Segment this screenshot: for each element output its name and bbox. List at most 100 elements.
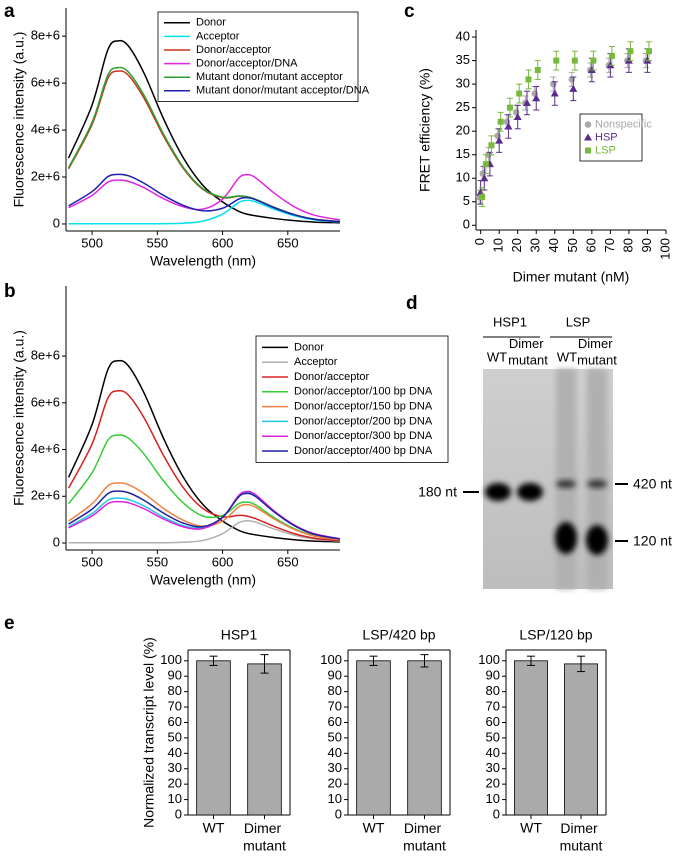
bar xyxy=(356,660,391,816)
gel-band xyxy=(485,483,511,501)
marker xyxy=(553,57,560,64)
marker xyxy=(569,84,578,92)
y-tick-label: 0 xyxy=(53,534,60,549)
bar xyxy=(514,660,548,816)
x-axis-label: Dimer mutant (nM) xyxy=(513,269,630,285)
legend-label: HSP xyxy=(595,131,618,143)
chart-title: LSP/120 bp xyxy=(519,627,592,643)
x-tick-label: 50 xyxy=(565,238,580,252)
bar xyxy=(247,663,282,816)
legend-marker xyxy=(584,133,592,141)
x-tick-label: 650 xyxy=(277,554,299,569)
legend-label: Donor/acceptor/DNA xyxy=(196,58,298,70)
x-tick-label: 550 xyxy=(146,554,168,569)
marker xyxy=(497,118,504,125)
marker xyxy=(479,194,486,201)
chart-title: LSP/420 bp xyxy=(362,627,435,643)
y-tick-label: 5 xyxy=(463,193,470,208)
gel-group: LSP xyxy=(566,314,591,329)
size-marker: 120 nt xyxy=(633,533,672,549)
y-tick-label: 4e+6 xyxy=(31,122,60,137)
y-axis-label: Fluorescence intensity (a.u.) xyxy=(11,330,27,506)
marker xyxy=(504,122,513,130)
gel-group: HSP1 xyxy=(493,314,527,329)
legend-label: Donor/acceptor/100 bp DNA xyxy=(294,386,433,398)
x-axis-label: Wavelength (nm) xyxy=(150,253,256,269)
marker xyxy=(506,104,513,111)
x-tick-label: 0 xyxy=(472,238,487,245)
y-tick-label: 90 xyxy=(486,668,500,683)
series-line xyxy=(68,482,341,541)
y-tick-label: 8e+6 xyxy=(31,348,60,363)
series-line xyxy=(68,173,341,221)
y-tick-label: 0 xyxy=(463,217,470,232)
y-tick-label: 70 xyxy=(328,698,342,713)
legend-label: Donor xyxy=(294,341,324,353)
y-tick-label: 10 xyxy=(456,170,470,185)
y-tick-label: 0 xyxy=(175,806,182,821)
x-tick-label: 80 xyxy=(620,238,635,252)
marker xyxy=(550,89,559,97)
y-tick-label: 60 xyxy=(328,714,342,729)
chart-title: HSP1 xyxy=(221,627,258,643)
marker xyxy=(590,57,597,64)
x-tick-label: 600 xyxy=(212,235,234,250)
chart: a 0 2e+6 4e+6 6e+6 8e+6 500 550 600 650 Wavelength… xyxy=(4,1,370,269)
series-line xyxy=(67,39,341,224)
y-tick-label: 80 xyxy=(168,683,182,698)
y-tick-label: 35 xyxy=(456,52,470,67)
y-tick-label: 2e+6 xyxy=(31,168,60,183)
legend-label: Donor/acceptor/200 bp DNA xyxy=(294,415,433,427)
legend-label: Donor/acceptor/400 bp DNA xyxy=(294,445,433,457)
panel-letter: d xyxy=(406,293,418,314)
gel-band xyxy=(555,522,577,554)
x-tick-label: 100 xyxy=(657,238,672,260)
lane-label: Dimer mutant xyxy=(508,336,548,367)
y-tick-label: 100 xyxy=(160,652,182,667)
marker xyxy=(645,48,652,55)
legend-label: Mutant donor/mutant acceptor xyxy=(196,71,343,83)
series-line xyxy=(68,490,341,540)
panel-letter: a xyxy=(4,1,15,22)
x-tick-label: Dimer mutant xyxy=(243,820,286,854)
legend-label: Acceptor xyxy=(196,30,240,42)
x-tick-label: 70 xyxy=(602,238,617,252)
bar xyxy=(196,660,231,816)
x-tick-label: WT xyxy=(203,820,225,836)
y-tick-label: 20 xyxy=(168,776,182,791)
marker xyxy=(608,52,615,59)
gel-band xyxy=(587,480,607,488)
x-tick-label: 30 xyxy=(528,238,543,252)
y-tick-label: 50 xyxy=(486,729,500,744)
panel-letter: b xyxy=(4,281,16,302)
y-tick-label: 20 xyxy=(328,776,342,791)
y-tick-label: 80 xyxy=(486,683,500,698)
y-tick-label: 100 xyxy=(478,652,500,667)
x-tick-label: 90 xyxy=(639,238,654,252)
y-tick-label: 20 xyxy=(486,776,500,791)
gel-band xyxy=(556,480,576,488)
y-tick-label: 0 xyxy=(335,806,342,821)
marker xyxy=(522,98,531,106)
gel-panel: d HSP1 LSP WT Dimer mutant WT Dimer muta… xyxy=(406,293,672,589)
y-tick-label: 10 xyxy=(486,791,500,806)
chart: b 0 2e+6 4e+6 6e+6 8e+6 500 550 600 650 Wavelength… xyxy=(4,281,449,588)
x-tick-label: WT xyxy=(363,820,385,836)
series-line xyxy=(68,434,341,541)
legend-label: Nonspecific xyxy=(595,118,652,130)
x-tick-label: 500 xyxy=(81,235,103,250)
x-tick-label: 650 xyxy=(277,235,299,250)
y-tick-label: 60 xyxy=(168,714,182,729)
legend-label: Mutant donor/mutant acceptor/DNA xyxy=(196,85,370,97)
y-tick-label: 40 xyxy=(168,745,182,760)
lane-label: WT xyxy=(487,349,507,364)
y-tick-label: 6e+6 xyxy=(31,75,60,90)
y-tick-label: 40 xyxy=(328,745,342,760)
legend-marker xyxy=(585,147,591,154)
marker xyxy=(571,57,578,64)
y-tick-label: 40 xyxy=(486,745,500,760)
x-tick-label: 550 xyxy=(146,235,168,250)
x-tick-label: WT xyxy=(520,820,542,836)
